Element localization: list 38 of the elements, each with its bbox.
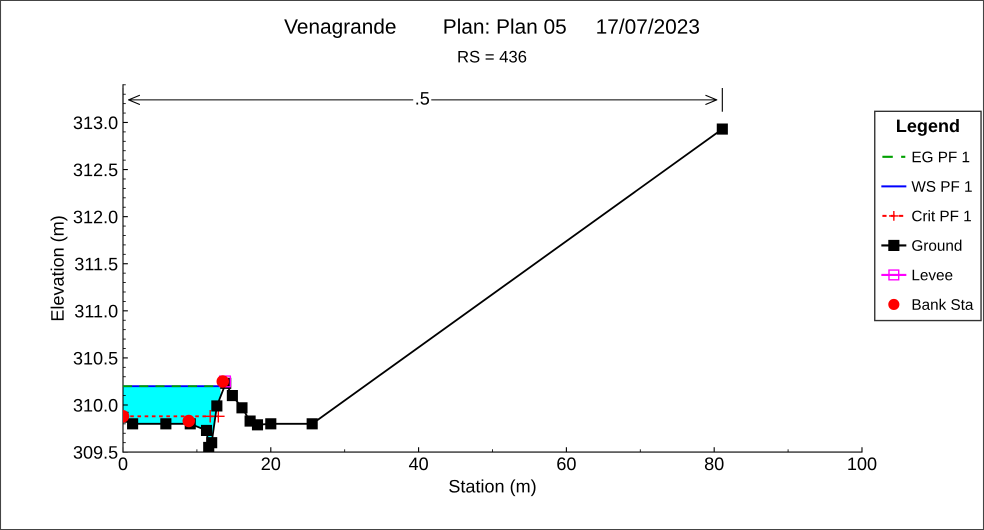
y-tick-label: 311.0 xyxy=(74,304,118,318)
x-tick-label: 80 xyxy=(704,457,724,470)
y-tick-label: 310.0 xyxy=(74,398,118,412)
x-tick-label: 60 xyxy=(557,457,576,470)
y-tick-label: 311.5 xyxy=(74,258,118,270)
point xyxy=(182,414,196,428)
x-tick-label: 0 xyxy=(118,457,128,470)
legend-label: EG PF 1 xyxy=(912,152,970,162)
y-tick-label: 312.0 xyxy=(74,210,118,224)
legend-label: Crit PF 1 xyxy=(912,210,971,222)
point xyxy=(306,418,318,430)
y-axis-title: Elevation (m) xyxy=(50,216,68,320)
x-tick-label: 20 xyxy=(262,457,280,470)
legend-label: Levee xyxy=(912,270,952,280)
y-tick-label: 309.5 xyxy=(74,446,118,459)
point xyxy=(265,418,276,430)
chart-subtitle: RS = 436 xyxy=(458,50,526,63)
point xyxy=(200,424,212,436)
legend-label: WS PF 1 xyxy=(911,181,972,192)
y-tick-label: 312.5 xyxy=(74,163,118,176)
y-tick-label: 310.5 xyxy=(74,352,118,365)
point xyxy=(160,418,172,430)
legend-label: Bank Sta xyxy=(912,298,974,310)
x-tick-label: 100 xyxy=(848,457,876,470)
annotation: .5 xyxy=(416,92,430,105)
point xyxy=(716,124,728,135)
chart-title: Venagrande Plan: Plan 05 17/07/2023 xyxy=(284,18,700,38)
point xyxy=(226,390,238,402)
y-tick-label: 313.0 xyxy=(74,116,118,130)
point xyxy=(211,400,222,412)
point xyxy=(127,418,138,430)
point xyxy=(236,402,248,414)
x-axis-title: Station (m) xyxy=(449,479,536,496)
point xyxy=(206,437,218,448)
legend-label: Ground xyxy=(912,240,962,251)
point xyxy=(252,419,264,430)
legend-title: Legend xyxy=(897,118,959,136)
x-tick-label: 40 xyxy=(408,457,428,470)
